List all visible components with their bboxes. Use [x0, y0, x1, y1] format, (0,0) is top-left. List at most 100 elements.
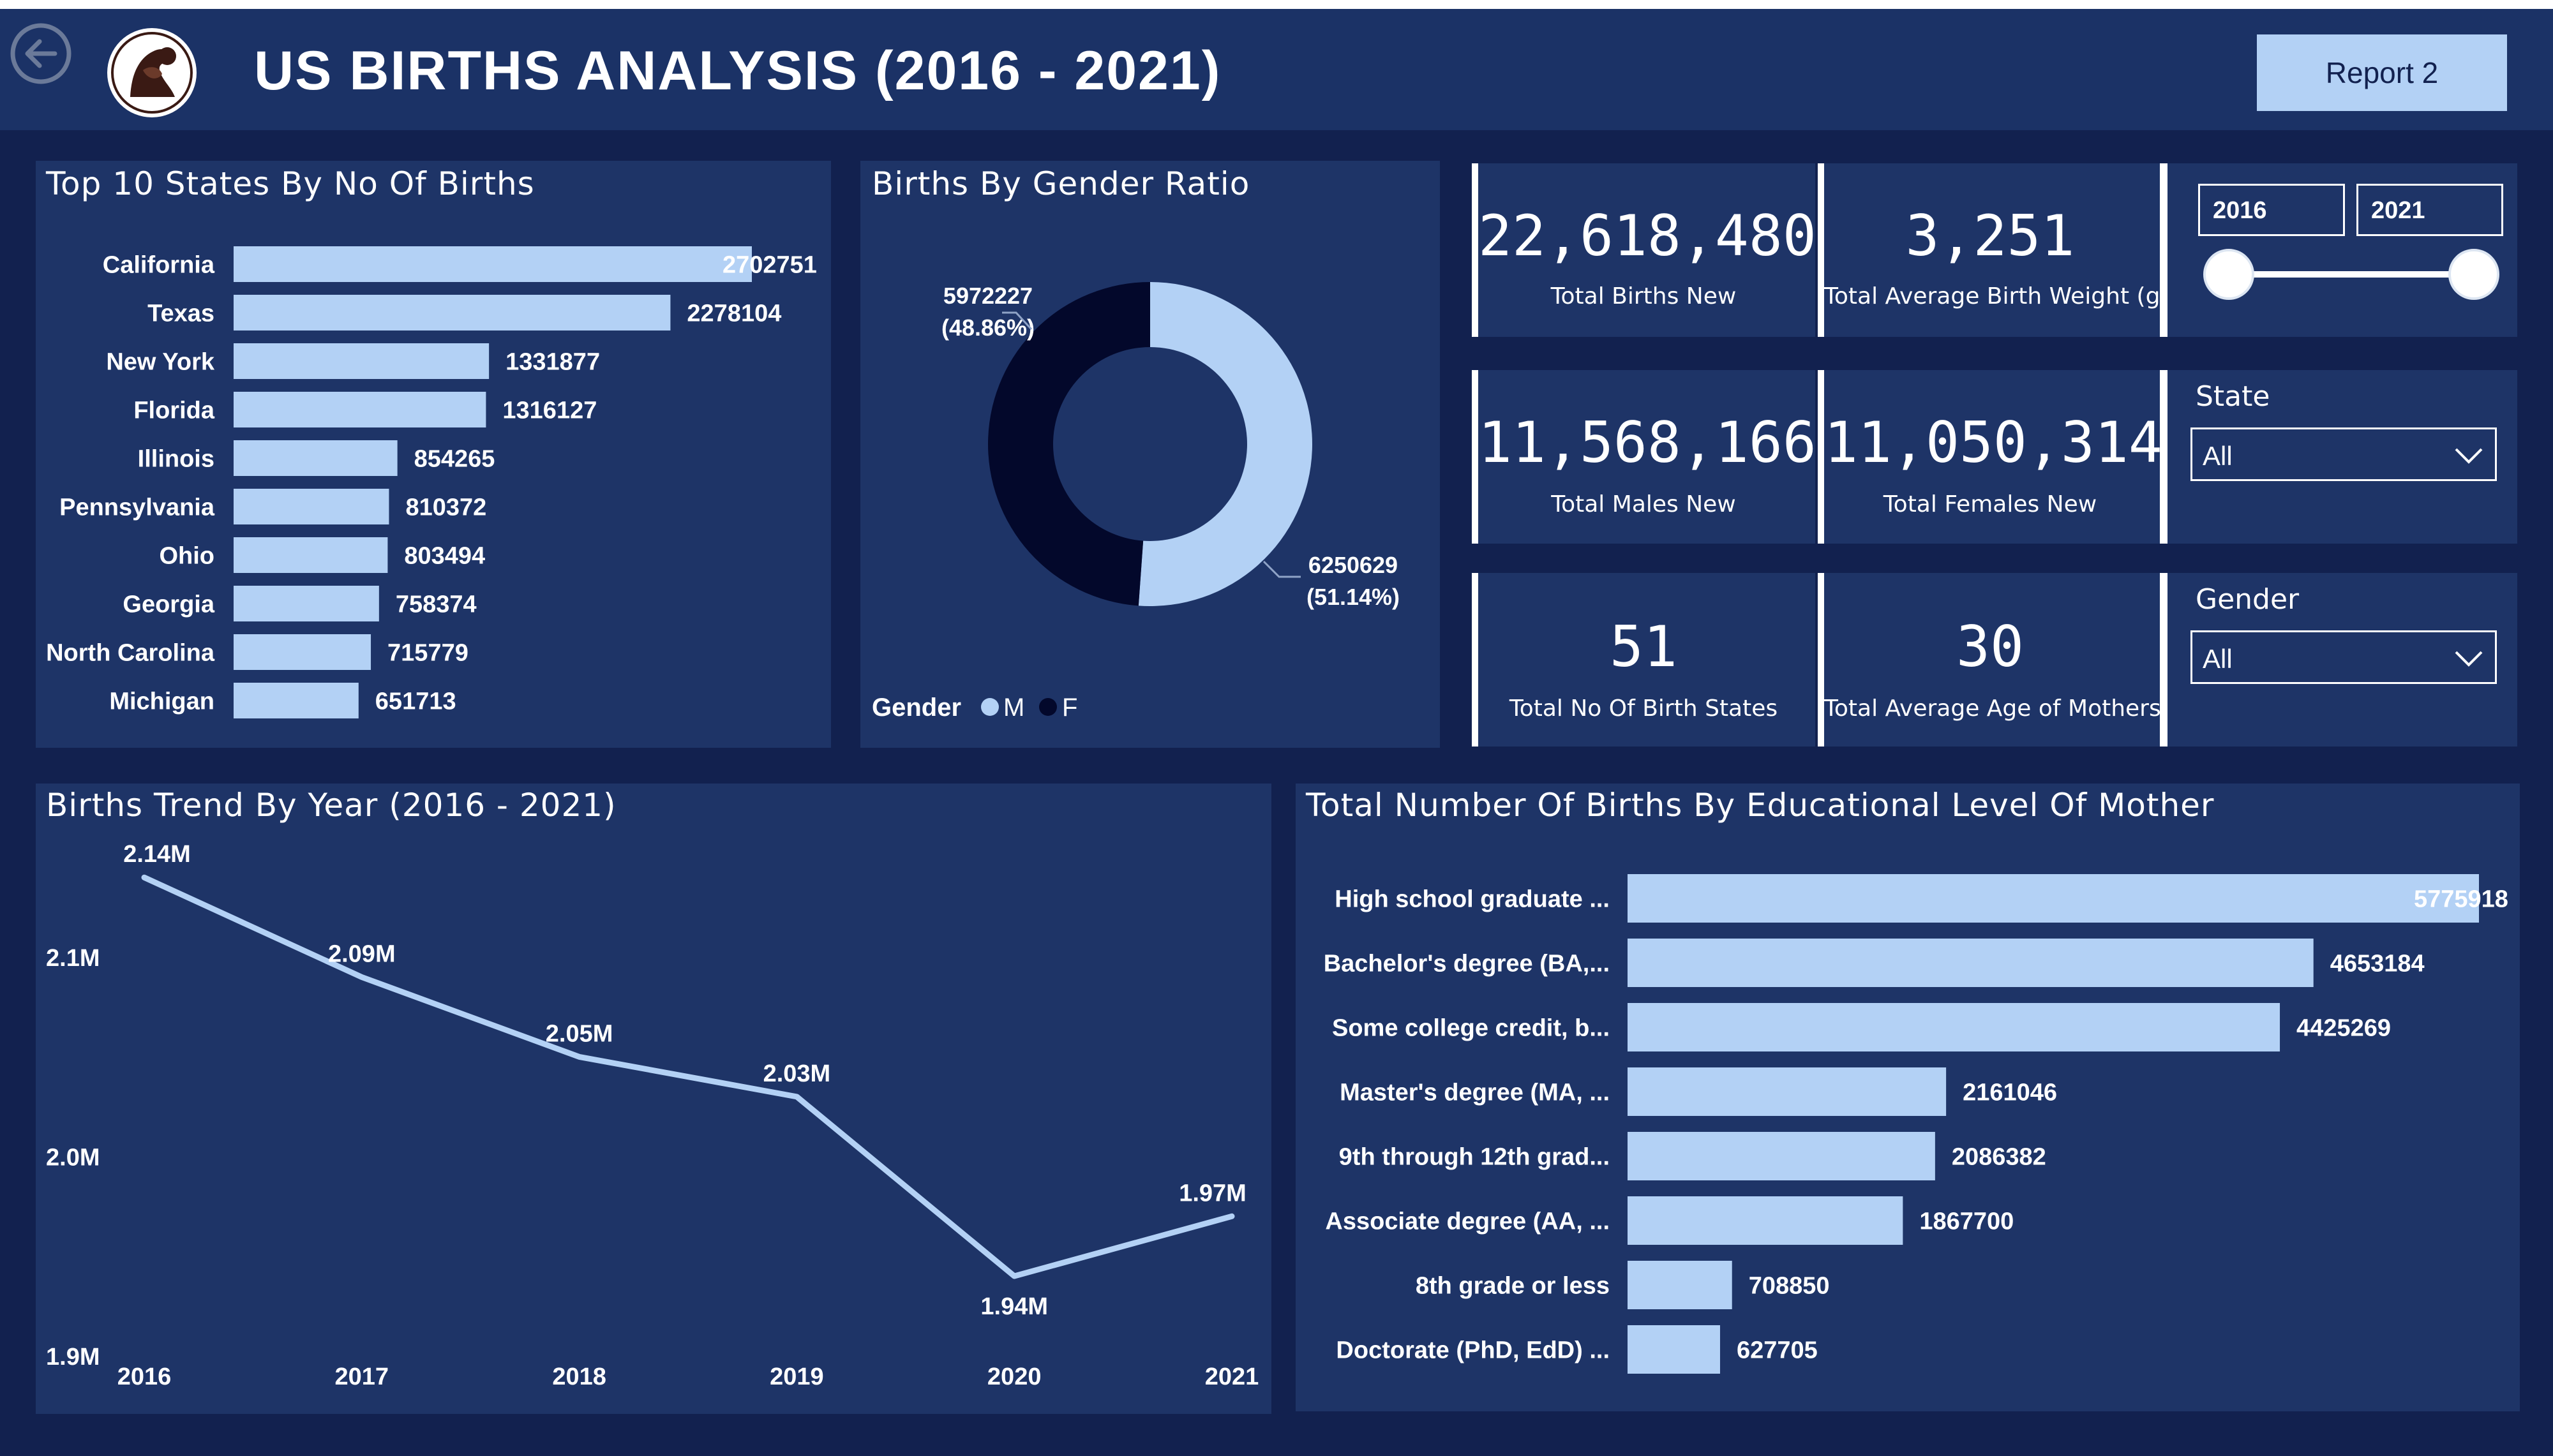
category-label: 9th through 12th grad...: [1339, 1143, 1610, 1170]
category-label: Texas: [147, 300, 214, 327]
bar: [234, 343, 490, 379]
bar: [234, 295, 671, 331]
kpi-card-accent: [2160, 370, 2167, 544]
data-label: 810372: [405, 494, 486, 521]
kpi-total-births-card: [1472, 163, 1815, 337]
page-title: US BIRTHS ANALYSIS (2016 - 2021): [254, 40, 1222, 101]
category-label: High school graduate ...: [1335, 886, 1610, 912]
bar: [1628, 939, 2314, 987]
data-label: 2161046: [1963, 1079, 2057, 1106]
chevron-down-icon: [2455, 448, 2483, 464]
data-label: 1316127: [502, 397, 597, 424]
data-label: 651713: [375, 688, 456, 715]
category-label: Some college credit, b...: [1332, 1014, 1610, 1041]
kpi-card-accent: [2160, 573, 2167, 747]
kpi-total-births-label: Total Births New: [1550, 283, 1737, 309]
data-label: 627705: [1737, 1337, 1818, 1363]
kpi-card-accent: [1472, 370, 1478, 544]
bar: [1628, 1325, 1720, 1374]
births-trend-chart: 2.1M 2.0M 1.9M 2016 2017 2018 2019 2020 2021 2.14…: [46, 841, 1259, 1390]
donut-label-f-percent: (48.86%): [941, 315, 1035, 341]
kpi-total-births-value: 22,618,480: [1478, 203, 1816, 269]
leader-line: [1002, 311, 1033, 331]
bar: [1628, 1067, 1947, 1116]
year-from-value: 2016: [2213, 197, 2267, 224]
category-label: New York: [106, 348, 215, 375]
x-tick-label: 2016: [117, 1363, 172, 1390]
top-states-chart: California 2702751 Texas 2278104 New York 133…: [46, 246, 817, 718]
category-label: California: [103, 251, 215, 278]
report-2-label: Report 2: [2325, 56, 2439, 89]
bar: [234, 586, 379, 621]
bar: [1628, 1003, 2280, 1051]
legend-m-label: M: [1003, 694, 1024, 722]
data-label: 2278104: [687, 300, 781, 327]
donut-slice: [988, 282, 1150, 606]
logo: [105, 26, 199, 120]
y-tick-label: 2.0M: [46, 1145, 100, 1171]
year-to-field[interactable]: 2021: [2356, 184, 2503, 236]
year-range-track[interactable]: [2229, 271, 2474, 278]
mother-baby-logo-icon: [107, 28, 197, 117]
leader-line: [1262, 560, 1301, 578]
trend-panel: [36, 784, 1271, 1414]
kpi-females-card: [1818, 370, 2162, 544]
top-strip: [0, 0, 2553, 9]
y-tick-label: 2.1M: [46, 945, 100, 972]
data-label: 4653184: [2330, 950, 2425, 977]
education-title: Total Number Of Births By Educational Le…: [1306, 787, 2215, 824]
x-tick-label: 2020: [987, 1363, 1042, 1390]
kpi-males-value: 11,568,166: [1478, 410, 1816, 475]
year-range-high-handle[interactable]: [2448, 249, 2499, 300]
y-tick-label: 1.9M: [46, 1344, 100, 1371]
state-slicer-panel: [2167, 370, 2517, 544]
kpi-males-label: Total Males New: [1551, 491, 1736, 517]
category-label: Associate degree (AA, ...: [1325, 1208, 1610, 1235]
gender-dropdown[interactable]: All: [2190, 630, 2497, 684]
data-label: 715779: [387, 639, 468, 666]
kpi-avg-weight-card: [1818, 163, 2162, 337]
year-from-field[interactable]: 2016: [2198, 184, 2345, 236]
data-label: 2086382: [1952, 1143, 2046, 1170]
year-range-low-handle[interactable]: [2203, 249, 2254, 300]
data-label: 5775918: [2414, 886, 2508, 912]
category-label: Doctorate (PhD, EdD) ...: [1336, 1337, 1610, 1363]
data-label: 1331877: [505, 348, 600, 375]
category-label: Pennsylvania: [59, 494, 215, 521]
gender-ratio-title: Births By Gender Ratio: [872, 165, 1250, 202]
kpi-avg-age-label: Total Average Age of Mothers: [1824, 695, 2161, 722]
category-label: Master's degree (MA, ...: [1340, 1079, 1610, 1106]
state-dropdown[interactable]: All: [2190, 427, 2497, 481]
back-button[interactable]: [9, 22, 73, 85]
trend-line: [141, 874, 1235, 1279]
legend-title: Gender: [872, 694, 961, 722]
donut-label-f-value: 5972227: [943, 283, 1033, 309]
kpi-states-label: Total No Of Birth States: [1509, 695, 1778, 722]
data-label: 1.97M: [1179, 1180, 1247, 1207]
kpi-card-accent: [1472, 163, 1478, 337]
data-label: 1.94M: [980, 1293, 1048, 1320]
kpi-avg-age-value: 30: [1956, 614, 2024, 680]
gender-slicer-title: Gender: [2196, 583, 2300, 616]
bar: [234, 537, 388, 573]
kpi-states-value: 51: [1610, 614, 1677, 680]
trend-title: Births Trend By Year (2016 - 2021): [46, 787, 617, 824]
donut-label-m-percent: (51.14%): [1306, 584, 1400, 610]
category-label: Florida: [133, 397, 215, 424]
gender-ratio-panel: [860, 161, 1440, 748]
data-label: 2.03M: [763, 1060, 831, 1087]
bar: [234, 489, 389, 524]
data-label: 758374: [396, 591, 477, 618]
kpi-card-accent: [2160, 163, 2167, 337]
report-2-button[interactable]: Report 2: [2257, 34, 2507, 111]
legend-m-marker: [981, 698, 999, 716]
data-label: 1867700: [1919, 1208, 2014, 1235]
bar: [1628, 874, 2479, 923]
top-states-title: Top 10 States By No Of Births: [46, 165, 535, 202]
bar: [234, 246, 752, 282]
donut-label-m-value: 6250629: [1308, 552, 1398, 578]
kpi-females-value: 11,050,314: [1824, 410, 2162, 475]
x-tick-label: 2021: [1205, 1363, 1259, 1390]
category-label: Georgia: [123, 591, 214, 618]
chevron-down-icon: [2455, 651, 2483, 667]
